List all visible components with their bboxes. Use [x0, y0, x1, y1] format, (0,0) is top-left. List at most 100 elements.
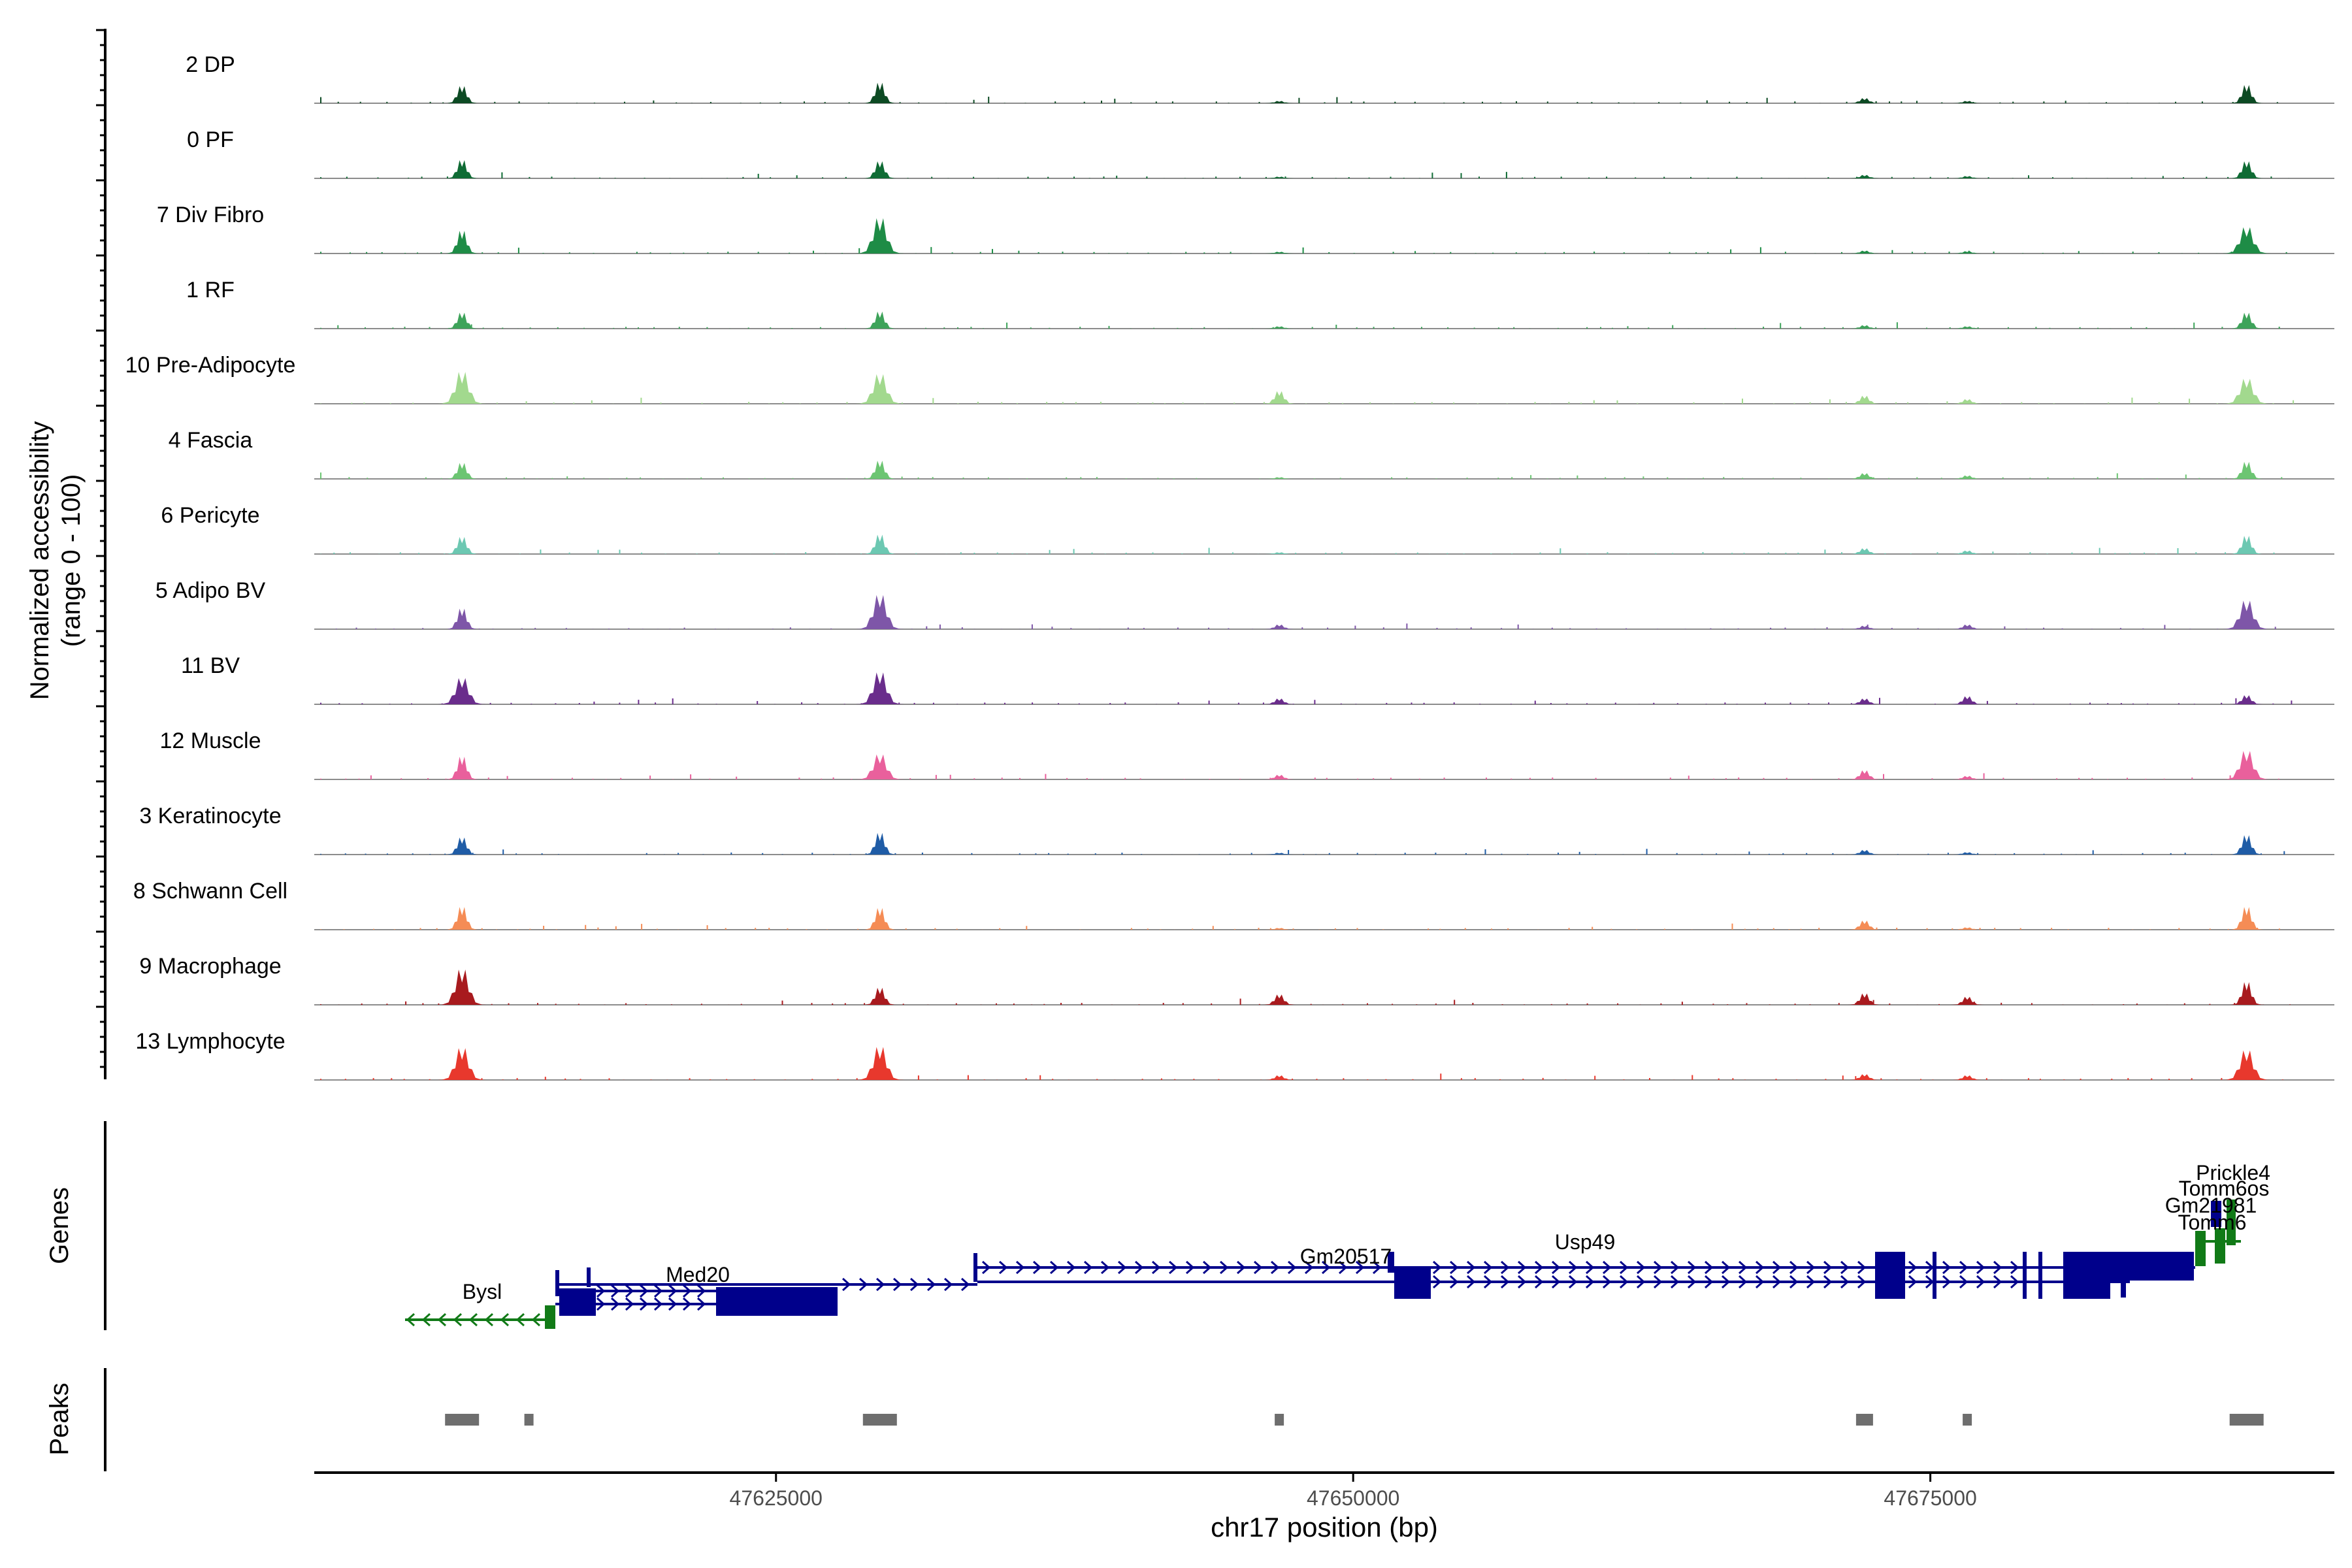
bysl-strand-arrows [406, 1313, 541, 1327]
coverage-peak [1950, 326, 1985, 329]
med20-exon-1 [559, 1288, 596, 1316]
track-label: 6 Pericyte [161, 503, 259, 528]
usp49-exon-2 [1388, 1252, 1394, 1273]
coverage-peak [1847, 325, 1882, 329]
coverage-peak [1950, 399, 1985, 404]
tomm6os-exon [2211, 1201, 2221, 1227]
coverage-noise [320, 97, 2278, 103]
usp49-exon-8 [2063, 1252, 2194, 1281]
strand-arrow [1653, 1275, 1663, 1289]
strand-arrow [1338, 1260, 1348, 1275]
coverage-peak [1262, 252, 1297, 253]
coverage-peak [1847, 473, 1882, 479]
coverage-peak [1262, 698, 1297, 704]
strand-arrow [500, 1313, 510, 1327]
strand-arrow [960, 1277, 970, 1292]
track-11-bv: 11 BV [181, 653, 2334, 705]
strand-arrow [468, 1313, 478, 1327]
med20-exon-2 [716, 1287, 838, 1316]
coverage-peak [2223, 600, 2270, 629]
y-axis-label-line1: Normalized accessibility [25, 421, 54, 700]
peaks-track-label: Peaks [45, 1382, 74, 1455]
track-label: 11 BV [181, 653, 240, 678]
strand-arrow [1015, 1260, 1025, 1275]
strand-arrow [1908, 1275, 1918, 1289]
coverage-peak [438, 970, 486, 1005]
strand-arrow [1840, 1275, 1850, 1289]
strand-arrow [1585, 1275, 1595, 1289]
coverage-peak [862, 161, 897, 178]
coverage-peak [1262, 853, 1297, 855]
strand-arrow [1687, 1275, 1697, 1289]
coverage-peak [2229, 312, 2264, 329]
strand-arrow [1032, 1260, 1042, 1275]
coverage-peak [862, 832, 897, 855]
track-6-pericyte: 6 Pericyte [161, 503, 2334, 555]
strand-arrow [1585, 1260, 1595, 1275]
strand-arrow [1857, 1275, 1867, 1289]
strand-arrow [1568, 1260, 1578, 1275]
strand-arrow [1602, 1275, 1612, 1289]
coverage-peak [445, 608, 480, 629]
strand-arrow [1117, 1260, 1127, 1275]
strand-arrow [696, 1284, 706, 1298]
track-3-keratinocyte: 3 Keratinocyte [139, 804, 2334, 855]
coverage-noise [320, 923, 2280, 930]
coverage-peak [1847, 548, 1882, 554]
coverage-noise [320, 547, 2275, 554]
genes-track-label: Genes [45, 1187, 74, 1264]
strand-arrow [1304, 1260, 1314, 1275]
track-label: 0 PF [187, 127, 234, 152]
strand-arrow [1500, 1275, 1510, 1289]
strand-arrow [1483, 1275, 1493, 1289]
coverage-noise [320, 698, 2293, 704]
strand-arrow [639, 1284, 649, 1298]
strand-arrow [1976, 1275, 1985, 1289]
coverage-peak [2223, 751, 2270, 779]
strand-arrow [1602, 1260, 1612, 1275]
coverage-peak [1262, 101, 1297, 103]
coverage-peak [2229, 835, 2264, 855]
track-label: 10 Pre-Adipocyte [125, 353, 296, 378]
strand-arrow [1789, 1260, 1799, 1275]
strand-arrow [610, 1297, 620, 1311]
strand-arrow [1483, 1260, 1493, 1275]
x-tick-label: 47675000 [1884, 1486, 1976, 1510]
coverage-peak [2229, 982, 2264, 1005]
coverage-peak [862, 907, 897, 930]
coverage-peak [445, 231, 480, 253]
strand-arrow [1466, 1260, 1476, 1275]
strand-arrow [1151, 1260, 1161, 1275]
gene-label-prickle4: Prickle4 [2196, 1161, 2270, 1184]
strand-arrow [1959, 1275, 1968, 1289]
coverage-peak [445, 536, 480, 554]
gene-label-med20: Med20 [666, 1263, 730, 1286]
strand-arrow [981, 1260, 991, 1275]
usp49-exon-3 [1394, 1269, 1431, 1299]
gene-bysl: Bysl [405, 1280, 555, 1329]
coverage-peak [1847, 770, 1882, 779]
coverage-peak [862, 987, 897, 1005]
strand-arrow [1942, 1275, 1952, 1289]
coverage-peak [2229, 461, 2264, 479]
y-axis-ticks [96, 29, 105, 1068]
coverage-peak [862, 461, 897, 479]
strand-arrow [1287, 1260, 1297, 1275]
coverage-peak [1262, 625, 1297, 629]
coverage-peak [1950, 625, 1985, 629]
coverage-noise [320, 998, 2291, 1005]
coverage-peak [1950, 1075, 1985, 1080]
strand-arrow [1134, 1260, 1144, 1275]
strand-arrow [1840, 1260, 1850, 1275]
strand-arrow [1823, 1275, 1833, 1289]
strand-arrow [1219, 1260, 1229, 1275]
usp49-exon-9 [2063, 1279, 2110, 1299]
strand-arrow [1372, 1260, 1382, 1275]
coverage-peak [1262, 1075, 1297, 1080]
strand-arrow [1202, 1260, 1212, 1275]
coverage-peak [856, 672, 904, 704]
coverage-peak [2229, 85, 2264, 103]
strand-arrow [653, 1284, 663, 1298]
coverage-peak [1262, 928, 1297, 930]
